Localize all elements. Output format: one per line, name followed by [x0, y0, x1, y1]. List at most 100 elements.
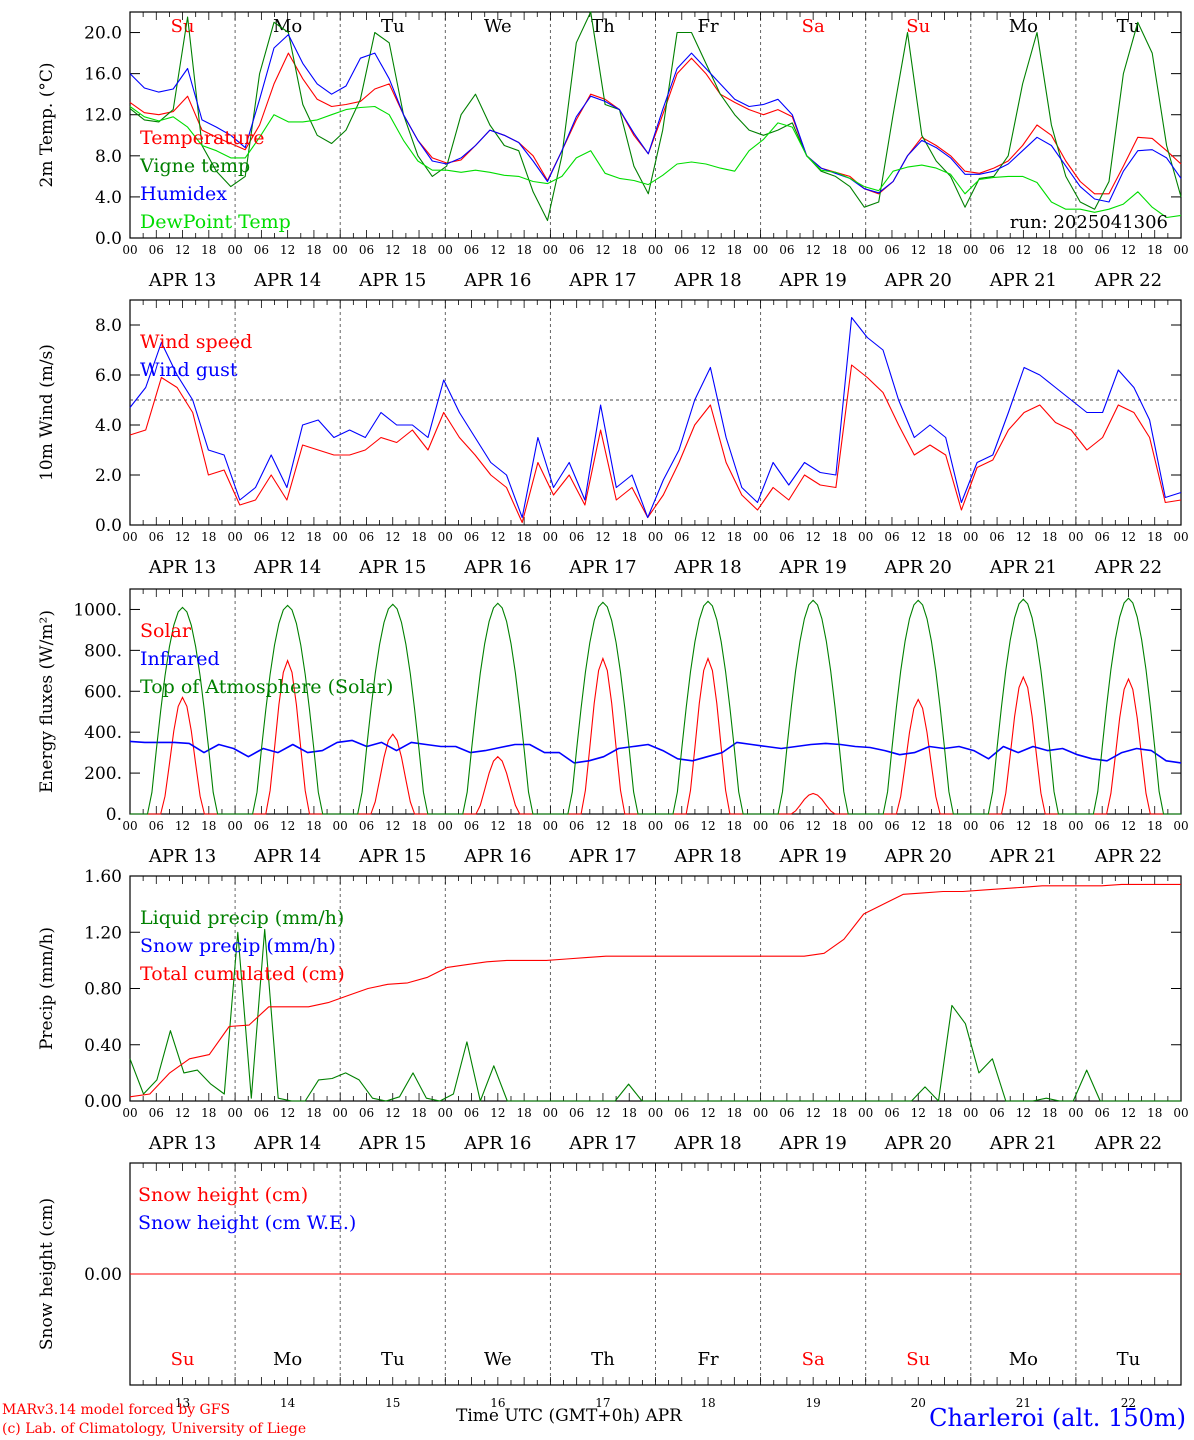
legend-infrared: Infrared	[140, 648, 220, 670]
hour-tick-label: 18	[516, 530, 531, 544]
weekday-label: Fr	[698, 16, 719, 37]
hour-tick-label: 18	[1147, 819, 1162, 833]
y-tick-label: 1.20	[84, 923, 122, 943]
hour-tick-label: 12	[490, 243, 505, 257]
hour-tick-label: 00	[753, 530, 768, 544]
hour-tick-label: 06	[149, 243, 164, 257]
hour-tick-label: 06	[569, 243, 584, 257]
hour-tick-label: 00	[543, 530, 558, 544]
hour-tick-label: 00	[1173, 819, 1188, 833]
hour-tick-label: 12	[595, 530, 610, 544]
date-label: APR 14	[253, 557, 321, 578]
hour-tick-label: 06	[884, 1106, 899, 1120]
y-tick-label: 0.00	[84, 1265, 122, 1285]
hour-tick-label: 12	[911, 819, 926, 833]
weekday-label: Th	[591, 1349, 615, 1370]
date-label: APR 22	[1094, 1133, 1162, 1154]
hour-tick-label: 18	[832, 243, 847, 257]
date-label: APR 19	[779, 557, 847, 578]
hour-tick-label: 12	[490, 819, 505, 833]
date-label: APR 22	[1094, 846, 1162, 867]
hour-tick-label: 06	[359, 243, 374, 257]
model-credit: MARv3.14 model forced by GFS	[2, 1402, 231, 1418]
hour-tick-label: 00	[227, 243, 242, 257]
date-label: APR 14	[253, 1133, 321, 1154]
hour-tick-label: 06	[254, 819, 269, 833]
hour-tick-label: 12	[1016, 819, 1031, 833]
hour-tick-label: 18	[411, 530, 426, 544]
hour-tick-label: 12	[1121, 243, 1136, 257]
hour-tick-label: 18	[832, 530, 847, 544]
hour-tick-label: 06	[1095, 1106, 1110, 1120]
hour-tick-label: 06	[884, 819, 899, 833]
hour-tick-label: 06	[884, 243, 899, 257]
hour-tick-label: 12	[385, 819, 400, 833]
y-tick-label: 0.0	[95, 229, 122, 249]
date-label: APR 22	[1094, 270, 1162, 291]
y-tick-label: 0.80	[84, 980, 122, 1000]
hour-tick-label: 18	[727, 1106, 742, 1120]
series-total-cumulated-cm	[129, 883, 1181, 1098]
hour-tick-label: 06	[149, 1106, 164, 1120]
hour-tick-label: 12	[175, 530, 190, 544]
hour-tick-label: 00	[438, 1106, 453, 1120]
hour-tick-label: 06	[989, 530, 1004, 544]
hour-tick-label: 12	[806, 530, 821, 544]
hour-tick-label: 12	[700, 1106, 715, 1120]
hour-tick-label: 06	[674, 530, 689, 544]
date-label: APR 17	[568, 1133, 636, 1154]
day-number-label: 22	[1121, 1396, 1136, 1410]
hour-tick-label: 12	[595, 1106, 610, 1120]
date-label: APR 20	[884, 846, 952, 867]
hour-tick-label: 12	[280, 530, 295, 544]
y-tick-label: 8.0	[95, 147, 122, 167]
weekday-label: Mo	[273, 16, 302, 37]
day-number-label: 18	[700, 1396, 715, 1410]
hour-tick-label: 12	[911, 243, 926, 257]
hour-tick-label: 12	[911, 1106, 926, 1120]
hour-tick-label: 06	[884, 530, 899, 544]
hour-tick-label: 00	[648, 819, 663, 833]
day-number-label: 16	[490, 1396, 505, 1410]
hour-tick-label: 00	[1173, 1106, 1188, 1120]
panel-frame-wind	[129, 299, 1182, 526]
date-label: APR 16	[463, 270, 531, 291]
weekday-label: Mo	[1009, 16, 1038, 37]
weekday-label: Sa	[802, 1349, 825, 1370]
hour-tick-label: 06	[149, 819, 164, 833]
legend-total-cumulated-cm: Total cumulated (cm)	[140, 963, 345, 985]
day-number-label: 14	[280, 1396, 296, 1410]
hour-tick-label: 06	[569, 1106, 584, 1120]
weekday-label: Su	[906, 1349, 930, 1370]
hour-tick-label: 12	[280, 1106, 295, 1120]
hour-tick-label: 00	[1068, 819, 1083, 833]
hour-tick-label: 12	[175, 819, 190, 833]
weekday-label: Tu	[381, 1349, 405, 1370]
hour-tick-label: 00	[438, 243, 453, 257]
hour-tick-label: 12	[700, 819, 715, 833]
hour-tick-label: 12	[700, 243, 715, 257]
hour-tick-label: 06	[569, 819, 584, 833]
series-top-of-atmosphere-solar	[130, 597, 1181, 815]
hour-tick-label: 06	[989, 1106, 1004, 1120]
hour-tick-label: 18	[727, 530, 742, 544]
hour-tick-label: 06	[464, 819, 479, 833]
hour-tick-label: 00	[1173, 530, 1188, 544]
hour-tick-label: 06	[359, 1106, 374, 1120]
y-tick-label: 0.	[106, 805, 122, 825]
date-label: APR 19	[779, 270, 847, 291]
hour-tick-label: 00	[333, 1106, 348, 1120]
hour-tick-label: 00	[1068, 530, 1083, 544]
run-annotation: run: 2025041306	[1010, 212, 1168, 233]
hour-tick-label: 18	[1042, 1106, 1057, 1120]
hour-tick-label: 00	[963, 819, 978, 833]
date-label: APR 14	[253, 846, 321, 867]
hour-tick-label: 06	[1095, 530, 1110, 544]
weekday-label: Fr	[698, 1349, 719, 1370]
date-label: APR 18	[673, 1133, 741, 1154]
y-tick-label: 0.00	[84, 1092, 122, 1112]
hour-tick-label: 12	[385, 530, 400, 544]
weekday-label: We	[484, 16, 512, 37]
hour-tick-label: 00	[1068, 1106, 1083, 1120]
